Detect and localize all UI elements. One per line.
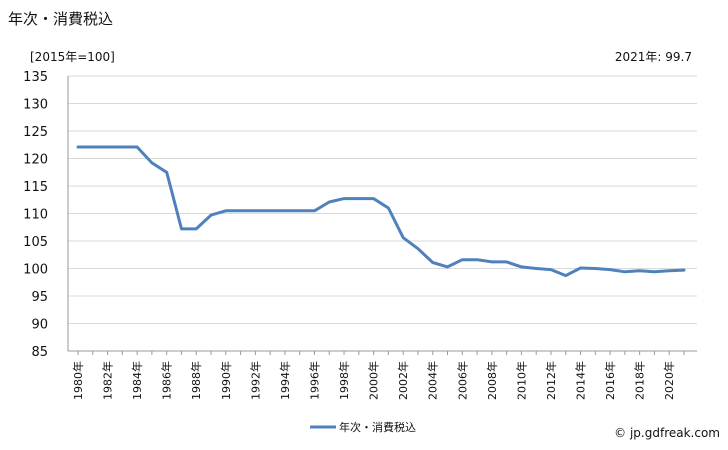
- x-tick-label: 1980年: [71, 361, 85, 400]
- x-tick-label: 2006年: [455, 361, 469, 400]
- y-tick-label: 85: [31, 345, 48, 360]
- y-tick-label: 110: [23, 208, 48, 223]
- x-tick-label: 2010年: [514, 361, 528, 400]
- source-credit: © jp.gdfreak.com: [614, 426, 720, 440]
- x-tick-label: 2016年: [603, 361, 617, 400]
- x-tick-label: 2002年: [396, 361, 410, 400]
- x-tick-label: 1990年: [219, 361, 233, 400]
- y-tick-label: 90: [31, 318, 48, 333]
- x-tick-label: 2000年: [367, 361, 381, 400]
- x-tick-label: 1988年: [189, 361, 203, 400]
- x-tick-label: 1984年: [130, 361, 144, 400]
- series-lines: [76, 145, 686, 278]
- x-tick-labels: 1980年 1982年 1984年 1986年 1988年 1990年 1992年 1994年…: [71, 361, 676, 400]
- x-tick-label: 2004年: [426, 361, 440, 400]
- x-tick-label: 2014年: [574, 361, 588, 400]
- y-tick-label: 125: [23, 125, 48, 140]
- x-tick-label: 1986年: [160, 361, 174, 400]
- y-tick-label: 95: [31, 290, 48, 305]
- y-unit-label: [2015年=100]: [30, 50, 115, 64]
- x-tick-label: 2020年: [662, 361, 676, 400]
- y-tick-label: 105: [23, 235, 48, 250]
- y-tick-label: 135: [23, 70, 48, 85]
- x-tick-label: 1994年: [278, 361, 292, 400]
- y-tick-labels: 85 90 95 100 105 110 115 120 125 130 135: [23, 70, 48, 360]
- y-tick-label: 130: [23, 98, 48, 113]
- x-tick-label: 2008年: [485, 361, 499, 400]
- grid-lines: [67, 75, 697, 355]
- x-tick-label: 1998年: [337, 361, 351, 400]
- legend-label: 年次・消費税込: [339, 420, 416, 434]
- x-tick-label: 1996年: [307, 361, 321, 400]
- series-line-0: [76, 145, 686, 278]
- y-tick-label: 100: [23, 263, 48, 278]
- x-tick-label: 1982年: [101, 361, 115, 400]
- y-tick-label: 120: [23, 153, 48, 168]
- y-tick-label: 115: [23, 180, 48, 195]
- x-tick-label: 2018年: [633, 361, 647, 400]
- x-tick-label: 1992年: [248, 361, 262, 400]
- chart-title: 年次・消費税込: [8, 10, 114, 28]
- latest-value-note: 2021年: 99.7: [614, 50, 692, 64]
- x-tick-label: 2012年: [544, 361, 558, 400]
- legend: 年次・消費税込: [310, 420, 416, 434]
